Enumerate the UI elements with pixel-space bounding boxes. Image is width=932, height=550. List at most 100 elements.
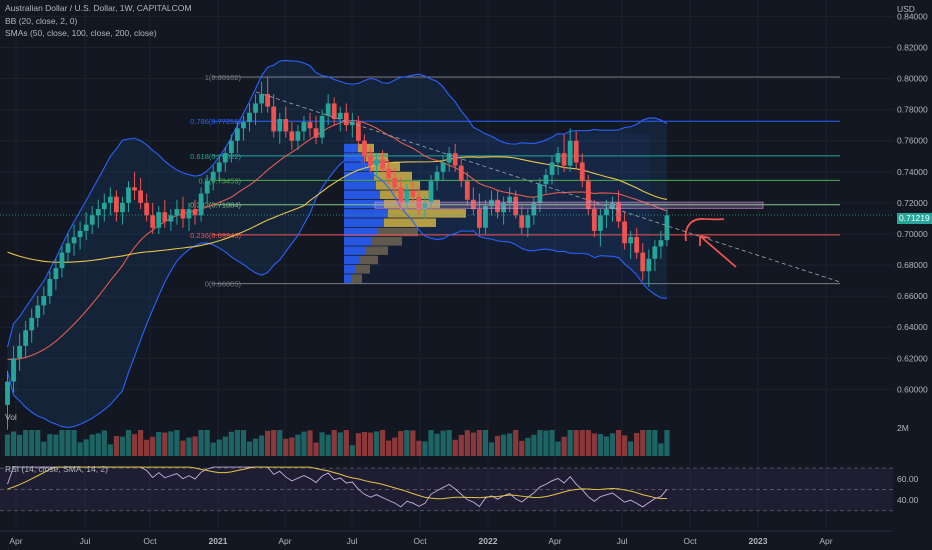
volume-bar-67 xyxy=(410,430,416,456)
candle-33 xyxy=(204,174,210,203)
volume-bar-30 xyxy=(186,437,192,456)
volume-bar-41 xyxy=(252,438,259,456)
price-tick-0: 0.84000 xyxy=(897,11,928,21)
volume-bar-37 xyxy=(228,431,234,456)
volume-bar-58 xyxy=(355,433,361,456)
candle-7 xyxy=(47,271,53,304)
price-axis[interactable]: 0.84000 0.82000 0.80000 0.78000 0.76000 0.740… xyxy=(897,11,928,394)
candle-64 xyxy=(392,168,398,194)
volume-profile-buy-0 xyxy=(344,143,358,153)
candle-72 xyxy=(440,156,446,182)
volume-bar-4 xyxy=(29,430,35,456)
rsi-legend[interactable]: RSI (14, close, SMA, 14, 2) xyxy=(5,464,108,474)
candle-81 xyxy=(495,190,500,219)
fib-label-4: 0.382(0.71884) xyxy=(190,201,241,210)
candle-54 xyxy=(331,97,337,126)
sma-50-line xyxy=(7,156,668,263)
volume-bar-34 xyxy=(210,442,216,456)
candle-77 xyxy=(470,187,476,216)
candle-35 xyxy=(216,156,222,182)
candle-90 xyxy=(549,156,555,185)
volume-bar-29 xyxy=(180,440,186,456)
candle-47 xyxy=(289,122,295,151)
volume-bar-55 xyxy=(337,432,343,456)
candle-1 xyxy=(11,345,16,393)
volume-bar-33 xyxy=(204,430,210,456)
candle-40 xyxy=(247,103,252,132)
time-tick-12: Apr xyxy=(819,536,832,546)
rsi-ma-line xyxy=(7,466,667,500)
volume-profile-buy-7 xyxy=(344,209,388,218)
candle-5 xyxy=(35,296,41,328)
candle-66 xyxy=(404,184,410,210)
candle-70 xyxy=(428,174,434,210)
candle-65 xyxy=(398,178,404,210)
volume-bar-26 xyxy=(162,432,168,456)
volume-profile-buy-12 xyxy=(344,255,360,265)
volume-bar-106 xyxy=(646,430,652,456)
volume-bar-78 xyxy=(476,430,482,456)
volume-bar-74 xyxy=(452,439,458,456)
volume-bar-39 xyxy=(240,430,247,456)
bollinger-fill-area xyxy=(7,60,667,428)
price-tick-10: 0.64000 xyxy=(897,322,928,332)
candle-93 xyxy=(567,128,573,172)
candle-101 xyxy=(616,190,621,228)
candle-27 xyxy=(168,209,174,231)
hand-drawn-curve xyxy=(684,218,725,242)
volume-profile-buy-3 xyxy=(344,171,374,181)
volume-bar-2 xyxy=(17,434,23,456)
candle-92 xyxy=(561,134,567,172)
time-tick-5: Jul xyxy=(347,536,358,546)
volume-bar-96 xyxy=(585,430,591,456)
candle-30 xyxy=(186,202,192,231)
volume-bar-3 xyxy=(23,430,29,456)
volume-bar-12 xyxy=(77,442,83,456)
bb-legend[interactable]: BB (20, close, 2, 0) xyxy=(5,16,78,26)
volume-bar-75 xyxy=(458,435,464,456)
candle-43 xyxy=(265,77,271,113)
volume-profile-buy-4 xyxy=(344,181,376,190)
price-tick-3: 0.78000 xyxy=(897,105,928,115)
candle-12 xyxy=(77,221,83,250)
time-axis[interactable]: Apr Jul Oct 2021 Apr Jul Oct 2022 Apr Jul Oct 2023 A… xyxy=(0,530,893,546)
volume-bar-92 xyxy=(561,436,567,456)
candle-78 xyxy=(477,193,482,234)
candle-104 xyxy=(634,227,640,259)
candle-79 xyxy=(483,199,488,234)
candle-99 xyxy=(604,199,609,228)
candle-8 xyxy=(53,258,59,290)
candle-68 xyxy=(416,187,422,216)
price-tick-12: 0.60000 xyxy=(897,384,928,394)
volume-bar-82 xyxy=(501,434,507,456)
symbol-legend[interactable]: Australian Dollar / U.S. Dollar, 1W, CAP… xyxy=(5,3,192,13)
time-tick-1: Jul xyxy=(80,536,91,546)
volume-profile-buy-14 xyxy=(344,274,352,283)
candle-25 xyxy=(156,206,162,234)
candle-38 xyxy=(235,122,240,154)
currency-label: USD xyxy=(897,4,915,14)
time-tick-7: 2022 xyxy=(479,536,498,546)
candle-45 xyxy=(277,112,283,144)
volume-bar-86 xyxy=(525,437,531,456)
volume-legend[interactable]: Vol xyxy=(5,412,17,422)
sma-legend[interactable]: SMAs (50, close, 100, close, 200, close) xyxy=(5,28,157,38)
candle-89 xyxy=(543,168,549,194)
volume-profile-buy-9 xyxy=(344,227,378,237)
indicator-lines xyxy=(6,59,668,428)
price-tick-8: 0.68000 xyxy=(897,260,928,270)
candle-86 xyxy=(525,209,531,238)
candle-23 xyxy=(144,193,150,222)
volume-bar-21 xyxy=(131,434,138,456)
volume-bar-93 xyxy=(567,430,573,456)
volume-bar-11 xyxy=(71,430,77,456)
candle-20 xyxy=(126,181,131,213)
candle-108 xyxy=(658,230,664,259)
candle-21 xyxy=(132,171,137,200)
candle-17 xyxy=(107,187,113,216)
volume-bar-107 xyxy=(652,430,658,456)
candle-44 xyxy=(271,94,277,138)
candle-106 xyxy=(646,249,652,287)
volume-bar-70 xyxy=(428,430,434,456)
